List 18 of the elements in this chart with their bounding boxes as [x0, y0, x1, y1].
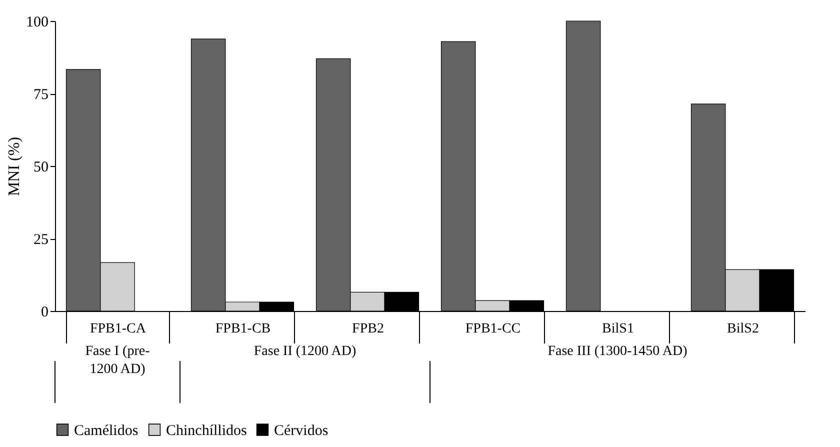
text: Fase I (pre-1200 AD) [85, 344, 150, 377]
y-tick-label: 25 [34, 232, 48, 248]
legend-label: Chinchíllidos [166, 422, 247, 439]
y-tick-label: 75 [34, 87, 48, 103]
x-tick-label: BilS1 [602, 322, 634, 336]
x-tick-label: FPB1-CA [90, 322, 147, 336]
text: Fase II (1200 AD) [254, 344, 356, 359]
y-tick-label: 50 [34, 160, 48, 176]
text: Fase III (1300-1450 AD) [548, 344, 688, 359]
y-axis-title: MNI (%) [6, 136, 23, 196]
y-tick-label: 0 [41, 304, 48, 320]
legend-label: Camélidos [74, 422, 138, 439]
x-tick-label: FPB1-CC [465, 322, 521, 336]
x-tick-label: FPB1-CB [215, 322, 271, 336]
x-tick-label: FPB2 [352, 322, 384, 336]
x-tick-label: BilS2 [727, 322, 759, 336]
legend-label: Cérvidos [274, 422, 328, 439]
y-tick-label: 100 [26, 14, 48, 30]
